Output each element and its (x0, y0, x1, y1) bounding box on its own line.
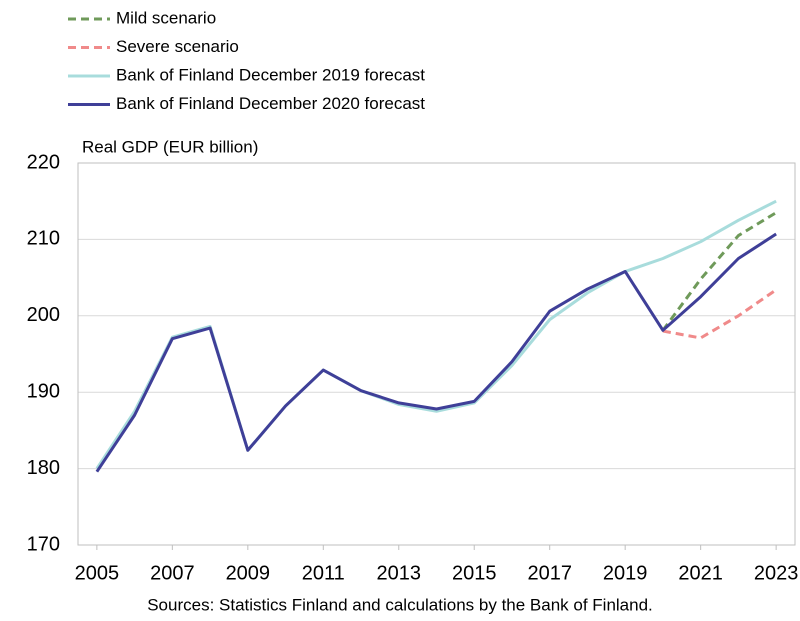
x-tick-label: 2023 (754, 562, 799, 584)
x-tick-label: 2013 (377, 562, 422, 584)
legend-label: Severe scenario (116, 37, 239, 56)
x-tick-label: 2015 (452, 562, 497, 584)
y-tick-label: 190 (27, 380, 60, 402)
x-tick-label: 2017 (527, 562, 572, 584)
series-line (95, 232, 777, 473)
y-tick-label: 210 (27, 228, 60, 250)
y-tick-label: 220 (27, 151, 60, 173)
legend-label: Mild scenario (116, 8, 216, 27)
y-tick-label: 180 (27, 457, 60, 479)
x-tick-label: 2007 (150, 562, 195, 584)
series-line (662, 288, 777, 340)
x-tick-label: 2009 (226, 562, 271, 584)
x-tick-label: 2019 (603, 562, 648, 584)
source-note: Sources: Statistics Finland and calculat… (147, 595, 653, 614)
series-line (95, 199, 777, 470)
plot-frame (77, 162, 796, 546)
x-tick-label: 2011 (302, 562, 345, 584)
x-tick-label: 2021 (678, 562, 723, 584)
y-tick-label: 200 (27, 304, 60, 326)
x-tick-label: 2005 (75, 562, 120, 584)
legend-label: Bank of Finland December 2019 forecast (116, 65, 425, 84)
y-tick-label: 170 (27, 533, 60, 555)
series-line (661, 211, 777, 332)
legend-label: Bank of Finland December 2020 forecast (116, 94, 425, 113)
y-axis-label: Real GDP (EUR billion) (82, 137, 258, 156)
